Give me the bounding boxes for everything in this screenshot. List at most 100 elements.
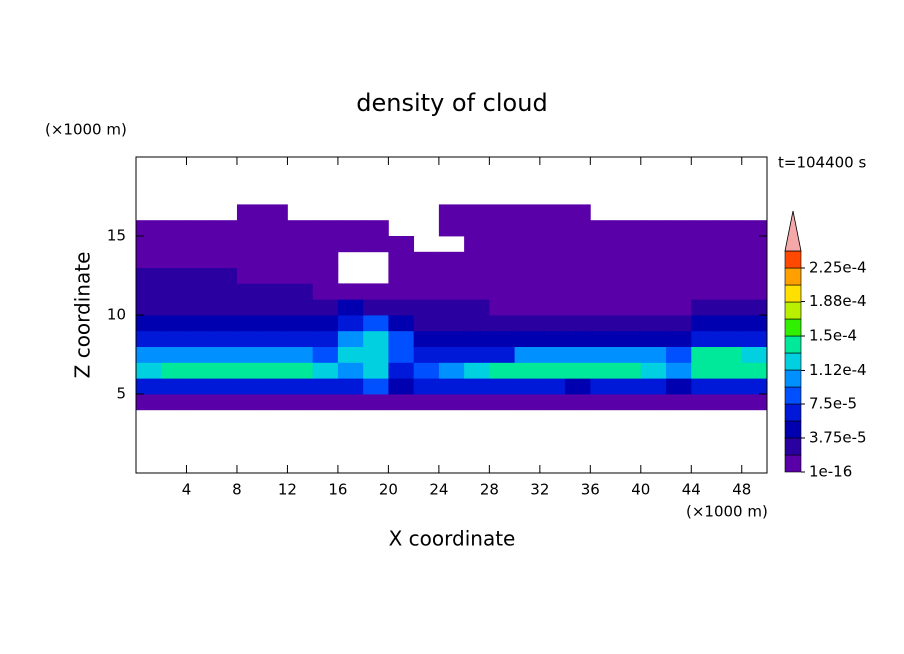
contour-cell (438, 299, 465, 316)
contour-cell (161, 299, 187, 316)
contour-cell (590, 236, 616, 253)
contour-cell (338, 204, 364, 220)
x-tick-label: 28 (480, 481, 499, 499)
contour-cell (186, 346, 213, 363)
contour-cell (464, 299, 490, 316)
annotation: t=104400 s (778, 154, 866, 172)
contour-cell (691, 283, 717, 300)
contour-cell (539, 362, 566, 379)
contour-cell (590, 299, 616, 316)
contour-cell (438, 204, 465, 221)
colorbar-box (784, 301, 802, 320)
contour-cell (413, 283, 440, 300)
contour-cell (161, 267, 187, 284)
contour-cell (312, 346, 339, 363)
contour-cell (312, 220, 339, 237)
contour-cell (338, 252, 364, 268)
contour-cell (539, 283, 566, 300)
contour-cell (539, 267, 566, 284)
contour-cell (691, 378, 717, 395)
contour-cell (388, 236, 415, 253)
contour-cell (464, 346, 490, 363)
contour-cell (464, 220, 490, 237)
contour-cell (615, 220, 642, 237)
contour-cell (186, 362, 213, 379)
contour-cell (161, 204, 187, 220)
contour-cell (236, 362, 263, 379)
contour-cell (363, 315, 389, 332)
contour-cell (236, 330, 263, 347)
contour-cell (161, 362, 187, 379)
colorbar-box (784, 284, 802, 303)
contour-cell (741, 283, 768, 300)
contour-cell (539, 299, 566, 316)
colorbar-label: 2.25e-4 (809, 259, 867, 277)
colorbar-box (784, 454, 802, 473)
contour-cell (312, 330, 339, 347)
contour-cell (262, 251, 288, 268)
contour-cell (338, 268, 364, 284)
contour-cell (438, 362, 465, 379)
contour-cell (136, 346, 162, 363)
contour-cell (363, 268, 389, 284)
contour-cell (666, 330, 692, 347)
contour-cell (363, 346, 389, 363)
contour-cell (337, 346, 364, 363)
contour-cell (262, 346, 288, 363)
x-tick-label: 24 (429, 481, 448, 499)
contour-cell (363, 220, 389, 237)
contour-cell (640, 315, 667, 332)
contour-cell (464, 378, 490, 395)
contour-cell (388, 204, 414, 220)
contour-cell (262, 267, 288, 284)
x-tick-label: 12 (278, 481, 297, 499)
contour-cell (666, 236, 692, 253)
contour-cell (136, 315, 162, 332)
contour-cell (741, 299, 768, 316)
contour-cell (464, 362, 490, 379)
x-tick-label: 20 (379, 481, 398, 499)
contour-cell (413, 299, 440, 316)
contour-cell (615, 251, 642, 268)
contour-cell (489, 330, 515, 347)
contour-cell (136, 251, 162, 268)
contour-cell (438, 378, 465, 395)
contour-cell (514, 220, 541, 237)
contour-cell (514, 362, 541, 379)
contour-cell (666, 283, 692, 300)
contour-cell (489, 299, 515, 316)
contour-cell (388, 346, 415, 363)
contour-cell (691, 362, 717, 379)
contour-cell (666, 378, 692, 395)
contour-cell (413, 267, 440, 284)
contour-cell (539, 315, 566, 332)
contour-cell (640, 299, 667, 316)
contour-cell (337, 299, 364, 316)
contour-cell (514, 204, 541, 221)
contour-cell (691, 251, 717, 268)
contour-cell (363, 394, 389, 411)
contour-cell (641, 204, 667, 220)
contour-cell (262, 283, 288, 300)
contour-cell (514, 394, 541, 411)
contour-cell (565, 362, 591, 379)
contour-cell (363, 330, 389, 347)
contour-cell (312, 267, 339, 284)
colorbar-label: 1.12e-4 (809, 361, 867, 379)
contour-cell (716, 362, 743, 379)
contour-cell (186, 204, 212, 220)
contour-cell (211, 394, 238, 411)
contour-cell (716, 220, 743, 237)
contour-cell (640, 220, 667, 237)
contour-cell (136, 378, 162, 395)
contour-cell (489, 315, 515, 332)
contour-cell (287, 283, 314, 300)
contour-cell (211, 346, 238, 363)
contour-cell (414, 236, 440, 252)
contour-cell (287, 362, 314, 379)
contour-cell (615, 346, 642, 363)
contour-cell (414, 220, 440, 236)
contour-cell (716, 315, 743, 332)
colorbar-label: 1.5e-4 (809, 327, 857, 345)
contour-cell (262, 315, 288, 332)
